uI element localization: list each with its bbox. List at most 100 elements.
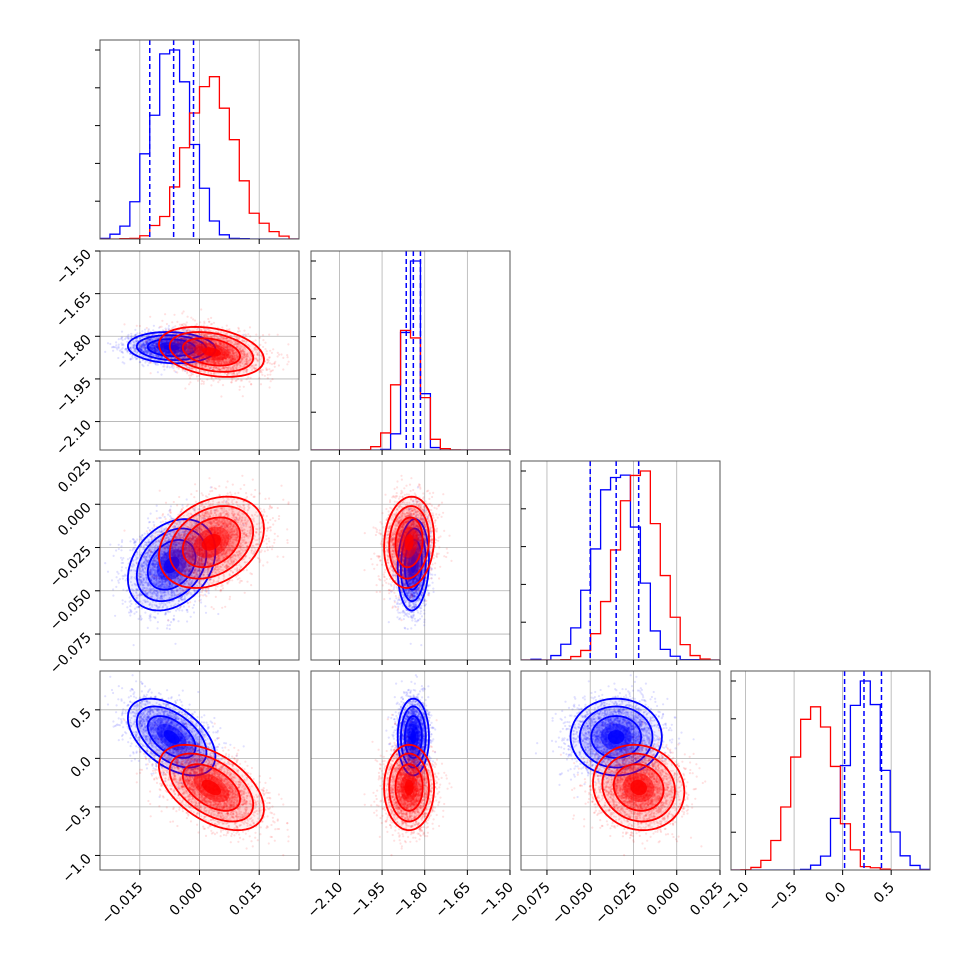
scatter-point: [151, 348, 154, 351]
scatter-point: [154, 345, 157, 348]
scatter-point: [193, 353, 196, 356]
scatter-point: [188, 347, 191, 350]
scatter-point: [164, 352, 167, 355]
scatter-point: [140, 349, 143, 352]
scatter-point: [151, 347, 154, 350]
scatter-point: [165, 328, 168, 331]
scatter-point: [186, 348, 189, 351]
scatter-point: [151, 348, 154, 351]
scatter-point: [135, 324, 138, 327]
scatter-point: [110, 346, 114, 349]
scatter-point: [153, 346, 156, 349]
scatter-point: [187, 344, 190, 347]
scatter-point: [186, 348, 190, 352]
scatter-point: [194, 340, 197, 343]
scatter-point: [189, 348, 192, 351]
scatter-point: [184, 337, 187, 341]
scatter-point: [217, 381, 220, 384]
scatter-point: [133, 349, 136, 352]
scatter-point: [205, 341, 208, 344]
scatter-point: [184, 387, 187, 390]
scatter-point: [188, 346, 191, 349]
scatter-point: [155, 343, 158, 346]
scatter-point: [183, 355, 186, 358]
scatter-point: [141, 343, 144, 346]
scatter-point: [196, 361, 199, 364]
scatter-point: [126, 349, 129, 353]
scatter-point: [189, 346, 192, 349]
scatter-point: [247, 376, 250, 379]
scatter-point: [165, 339, 169, 342]
scatter-point: [178, 341, 182, 344]
panels: −2.10−1.95−1.80−1.65−1.50−0.075−0.050−0.…: [47, 39, 931, 927]
scatter-point: [185, 338, 188, 341]
scatter-point: [157, 354, 160, 358]
scatter-point: [104, 350, 107, 353]
scatter-point: [268, 386, 271, 389]
scatter-point: [179, 352, 183, 355]
scatter-point: [154, 348, 158, 351]
scatter-point: [162, 339, 165, 343]
scatter-point: [141, 340, 144, 343]
scatter-point: [176, 320, 179, 323]
scatter-point: [176, 336, 179, 339]
scatter-point: [185, 345, 189, 348]
scatter-point: [206, 378, 209, 381]
scatter-point: [188, 350, 191, 353]
scatter-point: [138, 361, 141, 364]
scatter-point: [145, 326, 148, 330]
scatter-point: [282, 368, 285, 371]
scatter-point: [160, 341, 163, 344]
scatter-point: [259, 383, 263, 386]
scatter-point: [153, 346, 156, 349]
scatter-point: [187, 350, 190, 354]
scatter-point: [151, 349, 155, 352]
scatter-point: [194, 341, 197, 344]
scatter-point: [194, 342, 197, 345]
scatter-point: [153, 347, 156, 350]
scatter-point: [174, 352, 177, 355]
scatter-point: [141, 363, 144, 366]
scatter-point: [144, 351, 147, 354]
scatter-point: [118, 349, 121, 352]
scatter-point: [225, 324, 228, 327]
scatter-point: [120, 330, 124, 333]
scatter-point: [266, 377, 269, 380]
scatter-point: [150, 343, 154, 346]
scatter-point: [138, 332, 142, 335]
scatter-point: [148, 353, 151, 356]
scatter-point: [193, 341, 196, 344]
scatter-point: [144, 347, 147, 350]
scatter-point: [151, 354, 155, 357]
scatter-point: [121, 361, 124, 364]
scatter-point: [149, 346, 152, 349]
scatter-point: [154, 362, 157, 365]
scatter-point: [153, 347, 156, 350]
scatter-point: [172, 367, 175, 370]
scatter-point: [182, 356, 185, 359]
scatter-point: [120, 350, 123, 354]
scatter-point: [171, 364, 174, 368]
scatter-point: [227, 349, 230, 352]
scatter-point: [115, 346, 118, 349]
scatter-point: [185, 344, 188, 347]
scatter-point: [145, 342, 148, 345]
scatter-point: [151, 337, 154, 340]
scatter-point: [286, 354, 289, 357]
scatter-point: [168, 335, 172, 338]
scatter-point: [142, 350, 145, 353]
scatter-point: [143, 348, 147, 351]
scatter-point: [181, 351, 184, 354]
scatter-point: [186, 350, 189, 353]
scatter-point: [156, 337, 159, 340]
scatter-point: [179, 352, 182, 356]
scatter-point: [121, 351, 124, 354]
scatter-point: [174, 352, 177, 356]
scatter-point: [187, 348, 190, 351]
scatter-point: [160, 340, 163, 343]
scatter-point: [154, 342, 157, 345]
scatter-point: [131, 344, 134, 347]
scatter-point: [145, 352, 149, 355]
